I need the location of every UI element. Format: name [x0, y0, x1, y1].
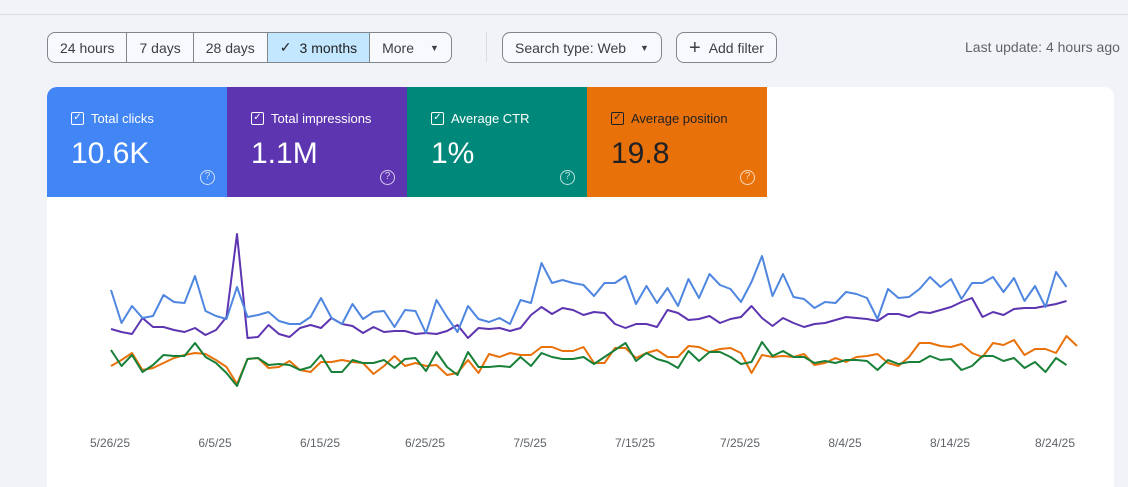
x-tick-label: 8/24/25 [1034, 436, 1076, 450]
card-value: 19.8 [611, 137, 670, 170]
card-value: 1% [431, 137, 475, 170]
series-line-average-ctr [110, 341, 1068, 387]
x-tick-label: 6/15/25 [299, 436, 341, 450]
x-tick-label: 5/26/25 [89, 436, 131, 450]
caret-down-icon: ▼ [430, 42, 439, 53]
more-ranges-dropdown[interactable]: More ▼ [370, 33, 451, 62]
card-label: Average position [631, 111, 728, 126]
last-update-text: Last update: 4 hours ago [965, 39, 1120, 55]
series-line-average-position [110, 335, 1078, 385]
range-28-days[interactable]: 28 days [194, 33, 268, 62]
more-label: More [382, 39, 415, 56]
check-icon: ✓ [279, 39, 292, 55]
series-line-total-impressions [110, 233, 1067, 339]
add-filter-label: Add filter [708, 39, 764, 56]
card-total-impressions[interactable]: ✓ Total impressions 1.1M ? [227, 87, 407, 197]
help-icon[interactable]: ? [200, 170, 215, 185]
card-total-clicks[interactable]: ✓ Total clicks 10.6K ? [47, 87, 227, 197]
help-icon[interactable]: ? [380, 170, 395, 185]
range-label: 3 months [299, 39, 358, 56]
metric-cards: ✓ Total clicks 10.6K ? ✓ Total impressions… [47, 87, 1114, 197]
help-icon[interactable]: ? [560, 170, 575, 185]
checkbox-checked-icon[interactable]: ✓ [611, 112, 624, 125]
performance-chart [110, 233, 1078, 387]
toolbar-divider [486, 32, 487, 62]
plus-icon: + [689, 36, 701, 59]
checkbox-checked-icon[interactable]: ✓ [431, 112, 444, 125]
range-3-months[interactable]: ✓ 3 months [267, 33, 371, 62]
series-line-total-clicks [110, 255, 1068, 334]
search-type-dropdown[interactable]: Search type: Web ▼ [502, 32, 662, 63]
card-label: Total impressions [271, 111, 372, 126]
search-type-label: Search type: Web [515, 39, 627, 56]
caret-down-icon: ▼ [640, 42, 649, 53]
checkbox-checked-icon[interactable]: ✓ [71, 112, 84, 125]
x-tick-label: 6/5/25 [198, 436, 232, 450]
x-tick-label: 8/14/25 [929, 436, 971, 450]
date-range-selector: 24 hours 7 days 28 days ✓ 3 months More ▼ [47, 32, 452, 63]
x-tick-label: 6/25/25 [404, 436, 446, 450]
performance-panel: ✓ Total clicks 10.6K ? ✓ Total impressions… [47, 87, 1114, 487]
range-24-hours[interactable]: 24 hours [48, 33, 128, 62]
checkbox-checked-icon[interactable]: ✓ [251, 112, 264, 125]
x-tick-label: 7/15/25 [614, 436, 656, 450]
help-icon[interactable]: ? [740, 170, 755, 185]
card-value: 1.1M [251, 137, 318, 170]
card-average-ctr[interactable]: ✓ Average CTR 1% ? [407, 87, 587, 197]
add-filter-button[interactable]: + Add filter [676, 32, 777, 63]
card-value: 10.6K [71, 137, 150, 170]
x-tick-label: 8/4/25 [828, 436, 862, 450]
x-tick-label: 7/25/25 [719, 436, 761, 450]
card-average-position[interactable]: ✓ Average position 19.8 ? [587, 87, 767, 197]
card-label: Average CTR [451, 111, 530, 126]
x-tick-label: 7/5/25 [513, 436, 547, 450]
header-divider [0, 14, 1128, 15]
card-label: Total clicks [91, 111, 154, 126]
range-7-days[interactable]: 7 days [127, 33, 194, 62]
